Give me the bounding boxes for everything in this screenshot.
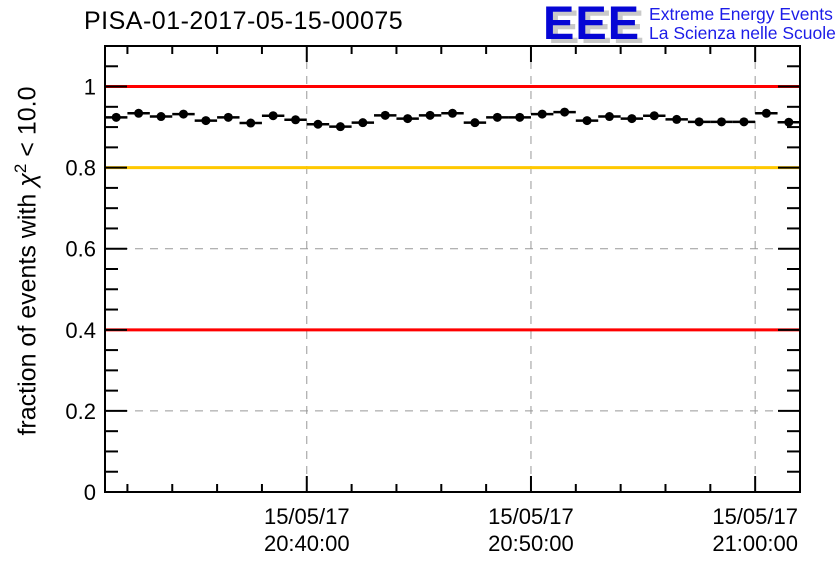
- data-point: [358, 118, 368, 128]
- data-point: [515, 112, 525, 122]
- data-point: [761, 108, 771, 118]
- data-point: [156, 112, 166, 122]
- data-point: [268, 111, 278, 121]
- data-point: [537, 109, 547, 119]
- data-point: [425, 110, 435, 120]
- eee-logo-subtitle: Extreme Energy Events La Scienza nelle S…: [649, 2, 836, 43]
- y-tick-label: 0.6: [65, 237, 96, 262]
- y-tick-label: 0.4: [65, 318, 96, 343]
- data-point: [134, 108, 144, 118]
- y-tick-label: 1: [84, 75, 96, 100]
- eee-logo-line1: Extreme Energy Events: [649, 4, 833, 24]
- data-point: [291, 115, 301, 125]
- data-point: [739, 117, 749, 127]
- eee-logo: EEE Extreme Energy Events La Scienza nel…: [543, 0, 836, 49]
- x-tick-label-date: 15/05/17: [712, 504, 798, 529]
- data-point: [649, 111, 659, 121]
- data-point: [246, 118, 256, 128]
- x-tick-label-date: 15/05/17: [264, 504, 350, 529]
- data-point: [627, 114, 637, 124]
- data-point: [403, 114, 413, 124]
- data-point: [448, 108, 457, 118]
- data-point: [223, 112, 233, 122]
- data-point: [560, 107, 570, 117]
- data-point: [201, 116, 211, 126]
- data-point: [694, 117, 704, 127]
- axis-labels: 00.20.40.60.8115/05/1720:40:0015/05/1720…: [65, 75, 798, 556]
- data-point: [313, 119, 323, 129]
- data-point: [672, 114, 682, 124]
- page-title: PISA-01-2017-05-15-00075: [84, 7, 404, 35]
- data-point: [470, 118, 480, 128]
- eee-logo-line2: La Scienza nelle Scuole: [649, 23, 836, 43]
- y-tick-label: 0.8: [65, 156, 96, 181]
- x-tick-label-date: 15/05/17: [488, 504, 574, 529]
- data-series: [105, 107, 800, 132]
- reference-lines: [105, 85, 800, 332]
- eee-logo-acronym: EEE: [543, 0, 641, 49]
- data-point: [784, 117, 794, 127]
- data-point: [604, 112, 614, 122]
- x-tick-label-time: 21:00:00: [712, 531, 798, 556]
- data-point: [717, 117, 727, 127]
- data-point: [582, 116, 592, 126]
- data-point: [111, 112, 121, 122]
- data-point: [492, 112, 502, 122]
- x-tick-label-time: 20:50:00: [488, 531, 574, 556]
- y-tick-label: 0: [84, 480, 96, 505]
- axis-ticks: [105, 45, 801, 493]
- data-point: [178, 109, 188, 119]
- data-point: [380, 110, 390, 120]
- y-tick-label: 0.2: [65, 399, 96, 424]
- data-point: [335, 122, 345, 132]
- x-tick-label-time: 20:40:00: [264, 531, 350, 556]
